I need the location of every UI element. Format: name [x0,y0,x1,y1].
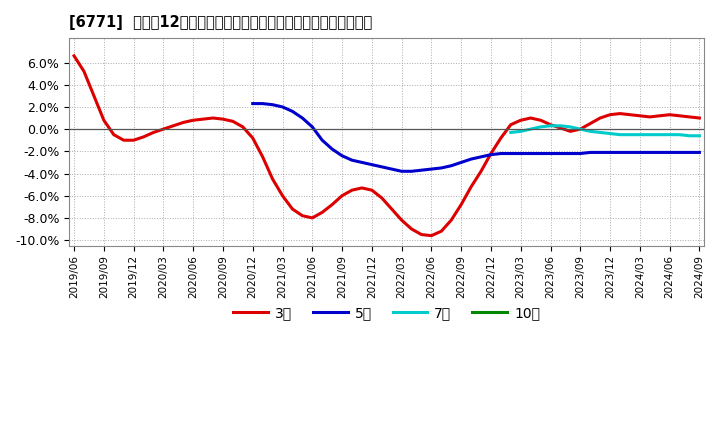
Legend: 3年, 5年, 7年, 10年: 3年, 5年, 7年, 10年 [228,301,546,326]
5年 [606,150,614,155]
5年 [278,104,287,110]
3年 [70,53,78,59]
5年 [685,150,694,155]
7年 [645,132,654,137]
7年 [616,132,624,137]
5年 [467,157,475,162]
5年 [427,166,436,172]
7年 [516,128,525,134]
7年 [596,130,605,135]
3年 [328,202,336,207]
3年 [427,233,436,238]
5年 [457,160,466,165]
5年 [576,151,585,156]
3年 [487,151,495,156]
5年 [536,151,545,156]
5年 [308,124,317,129]
5年 [665,150,674,155]
5年 [516,151,525,156]
5年 [546,151,555,156]
7年 [665,132,674,137]
5年 [298,115,307,121]
5年 [437,165,446,171]
5年 [626,150,634,155]
5年 [408,169,416,174]
5年 [367,162,376,167]
7年 [556,123,564,128]
Line: 3年: 3年 [74,56,699,236]
Line: 5年: 5年 [253,103,699,171]
5年 [328,147,336,152]
5年 [596,150,605,155]
5年 [675,150,684,155]
5年 [487,152,495,157]
5年 [616,150,624,155]
5年 [506,151,515,156]
3年 [149,130,158,135]
3年 [695,115,703,121]
5年 [645,150,654,155]
5年 [358,160,366,165]
7年 [586,128,595,134]
3年 [477,169,485,174]
3年 [417,232,426,237]
5年 [269,102,277,107]
7年 [695,133,703,139]
5年 [655,150,664,155]
7年 [626,132,634,137]
5年 [377,164,386,169]
3年 [377,195,386,201]
5年 [348,158,356,163]
5年 [318,138,327,143]
Text: [6771]  売上高12か月移動合計の対前年同期増減率の平均値の推移: [6771] 売上高12か月移動合計の対前年同期増減率の平均値の推移 [69,15,372,30]
7年 [655,132,664,137]
5年 [447,163,456,169]
5年 [526,151,535,156]
5年 [566,151,575,156]
7年 [536,124,545,129]
5年 [586,150,595,155]
5年 [387,166,396,172]
Line: 7年: 7年 [510,126,699,136]
5年 [338,153,346,158]
7年 [636,132,644,137]
5年 [556,151,564,156]
5年 [258,101,267,106]
5年 [636,150,644,155]
5年 [497,151,505,156]
5年 [695,150,703,155]
7年 [685,133,694,139]
7年 [675,132,684,137]
7年 [526,126,535,132]
7年 [576,126,585,132]
7年 [606,131,614,136]
5年 [477,154,485,160]
5年 [397,169,406,174]
7年 [566,124,575,129]
7年 [506,130,515,135]
5年 [288,109,297,114]
5年 [417,168,426,173]
5年 [248,101,257,106]
7年 [546,123,555,128]
